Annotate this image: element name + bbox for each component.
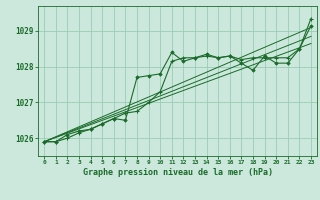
- X-axis label: Graphe pression niveau de la mer (hPa): Graphe pression niveau de la mer (hPa): [83, 168, 273, 177]
